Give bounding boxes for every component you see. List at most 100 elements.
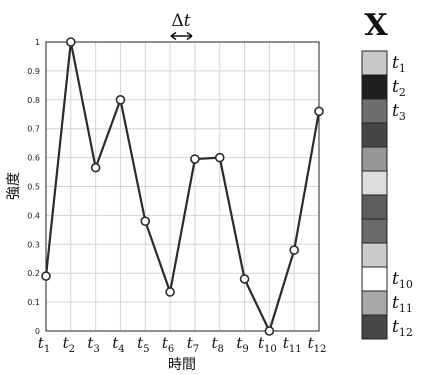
plot-frame bbox=[45, 41, 320, 332]
x-tick-subscript: 2 bbox=[69, 344, 75, 355]
vector-cell-label: t11 bbox=[392, 293, 413, 315]
x-tick-label: t8 bbox=[212, 334, 224, 355]
data-point bbox=[115, 95, 126, 105]
x-tick-base: t bbox=[187, 334, 194, 352]
x-tick-label: t7 bbox=[187, 334, 199, 355]
data-point bbox=[264, 326, 275, 336]
x-tick-base: t bbox=[162, 334, 169, 352]
x-tick-subscript: 11 bbox=[289, 344, 302, 355]
data-point bbox=[140, 216, 151, 226]
y-tick-label: 0.4 bbox=[27, 211, 40, 220]
x-tick-subscript: 8 bbox=[218, 344, 224, 355]
x-tick-base: t bbox=[112, 334, 119, 352]
x-tick-subscript: 6 bbox=[168, 344, 174, 355]
vector-cell-label: t2 bbox=[392, 77, 406, 99]
y-tick-label: 0.9 bbox=[27, 67, 40, 76]
vector-cell bbox=[361, 98, 388, 124]
data-point bbox=[66, 37, 76, 47]
x-tick-subscript: 5 bbox=[143, 344, 149, 355]
delta-t-arrow-right-head bbox=[186, 31, 193, 41]
data-point bbox=[314, 106, 324, 117]
x-tick-base: t bbox=[212, 334, 219, 352]
data-point bbox=[289, 245, 299, 255]
data-point bbox=[190, 154, 200, 164]
x-tick-label: t9 bbox=[236, 334, 248, 355]
vector-cell-label-base: t bbox=[392, 101, 399, 121]
vector-cell-label-base: t bbox=[392, 269, 399, 289]
y-axis-ticks: 0 0.1 0.2 0.3 0.4 0.5 0.6 0.7 0.8 0.9 1 bbox=[27, 38, 40, 336]
vector-cell-label: t1 bbox=[392, 53, 406, 75]
y-tick-label: 0.1 bbox=[27, 298, 40, 307]
x-tick-label: t11 bbox=[283, 334, 302, 355]
vector-cell bbox=[361, 242, 388, 268]
vector-cell bbox=[361, 266, 388, 292]
x-tick-subscript: 4 bbox=[118, 344, 124, 355]
y-tick-label: 0.3 bbox=[27, 240, 40, 249]
data-point bbox=[239, 274, 250, 284]
vector-cell bbox=[361, 50, 388, 76]
grid bbox=[45, 41, 320, 332]
vector-label: X bbox=[364, 8, 388, 43]
vector-cell bbox=[361, 74, 388, 100]
vector-cell-label-base: t bbox=[392, 293, 399, 313]
delta-t-arrow-left-head bbox=[170, 31, 177, 41]
series-line bbox=[44, 40, 321, 333]
y-axis-label: 強度 bbox=[6, 172, 22, 200]
x-tick-label: t10 bbox=[258, 334, 277, 355]
vector-cell bbox=[361, 194, 388, 220]
x-tick-base: t bbox=[236, 334, 243, 352]
x-tick-subscript: 9 bbox=[242, 344, 248, 355]
x-tick-subscript: 1 bbox=[44, 344, 50, 355]
y-tick-label: 1 bbox=[35, 38, 40, 47]
vector-cell-label-subscript: 1 bbox=[399, 62, 406, 75]
y-tick-label: 0.6 bbox=[27, 154, 40, 163]
vector-cell bbox=[361, 290, 388, 316]
y-tick-label: 0.2 bbox=[27, 269, 40, 278]
data-points bbox=[41, 37, 324, 336]
x-tick-label: t2 bbox=[63, 334, 75, 355]
x-tick-label: t3 bbox=[87, 334, 99, 355]
x-tick-base: t bbox=[137, 334, 144, 352]
data-point bbox=[90, 162, 101, 173]
vector-cell-label-subscript: 12 bbox=[399, 326, 413, 339]
x-axis-label: 時間 bbox=[168, 357, 196, 373]
y-tick-label: 0.5 bbox=[27, 183, 40, 192]
x-tick-subscript: 10 bbox=[264, 344, 277, 355]
x-tick-subscript: 12 bbox=[314, 344, 327, 355]
vector-cell bbox=[361, 314, 388, 340]
vector-cell-label-subscript: 3 bbox=[399, 110, 406, 123]
y-tick-label: 0.7 bbox=[27, 125, 40, 134]
x-tick-base: t bbox=[38, 334, 45, 352]
delta-t-annotation: Δt bbox=[170, 11, 193, 41]
data-point bbox=[165, 287, 175, 297]
x-tick-label: t1 bbox=[38, 334, 50, 355]
vector-cell bbox=[361, 218, 388, 244]
x-axis-ticks: t1 t2 t3 t4 t5 t6 t7 t8 t9 t10 t11 t12 bbox=[38, 334, 327, 355]
delta-t-label: Δt bbox=[171, 11, 190, 31]
x-tick-label: t5 bbox=[137, 334, 149, 355]
vector-cell bbox=[361, 146, 388, 172]
x-tick-base: t bbox=[63, 334, 70, 352]
x-tick-label: t6 bbox=[162, 334, 174, 355]
x-tick-label: t12 bbox=[308, 334, 327, 355]
vector-cell-label-subscript: 2 bbox=[399, 86, 406, 99]
x-tick-base: t bbox=[87, 334, 94, 352]
vector-cell-label-subscript: 11 bbox=[399, 302, 413, 315]
x-tick-subscript: 3 bbox=[93, 344, 99, 355]
vector-cell-label: t3 bbox=[392, 101, 406, 123]
vector-cell bbox=[361, 170, 388, 196]
vector-cell-label: t12 bbox=[392, 317, 413, 339]
vector-cell-label-subscript: 10 bbox=[399, 278, 413, 291]
x-tick-base: t bbox=[308, 334, 315, 352]
y-tick-label: 0.8 bbox=[27, 96, 40, 105]
x-tick-base: t bbox=[283, 334, 290, 352]
data-point bbox=[214, 152, 225, 163]
vector-cell-label-base: t bbox=[392, 53, 399, 73]
vector-cell-label-base: t bbox=[392, 77, 399, 97]
data-point bbox=[41, 271, 51, 281]
x-tick-label: t4 bbox=[112, 334, 124, 355]
vector-cell-label-base: t bbox=[392, 317, 399, 337]
x-tick-subscript: 7 bbox=[193, 344, 199, 355]
